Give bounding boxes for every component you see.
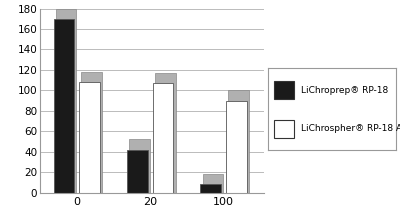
Bar [82,72,102,193]
Bar [228,90,249,193]
Text: LiChroprep® RP-18: LiChroprep® RP-18 [301,86,388,95]
Bar [54,19,74,193]
Bar [203,174,223,193]
Bar [129,140,150,193]
Bar [56,9,76,193]
Bar [79,82,100,193]
Bar [226,101,247,193]
Text: LiChrospher® RP-18 ADS: LiChrospher® RP-18 ADS [301,124,400,133]
Bar [155,73,176,193]
FancyBboxPatch shape [274,120,294,138]
Bar [153,83,173,193]
FancyBboxPatch shape [274,82,294,99]
Bar [200,184,221,193]
Bar [127,150,148,193]
